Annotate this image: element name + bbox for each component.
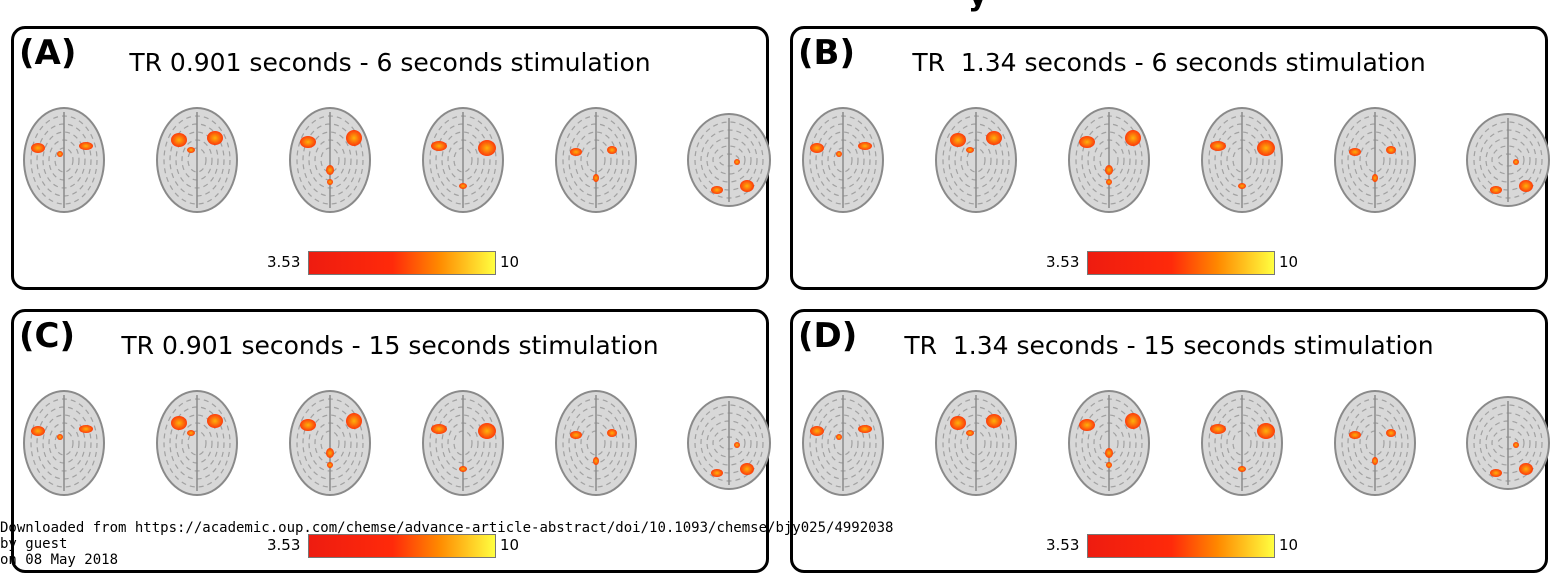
watermark-line: on 08 May 2018 xyxy=(0,552,119,568)
panel-b: (B) TR 1.34 seconds - 6 seconds stimulat… xyxy=(790,26,1551,290)
panel-title: TR 1.34 seconds - 15 seconds stimulation xyxy=(904,331,1434,360)
panel-title: TR 1.34 seconds - 6 seconds stimulation xyxy=(912,48,1426,77)
colorbar-gradient xyxy=(308,534,496,558)
watermark-line: Downloaded from https://academic.oup.com… xyxy=(0,520,894,536)
colorbar: 3.53 10 xyxy=(793,249,1551,275)
colorbar-max-label: 10 xyxy=(1279,253,1299,271)
colorbar: 3.53 10 xyxy=(14,532,772,558)
brain-slice xyxy=(422,390,504,496)
header-cut-text: y xyxy=(968,0,988,13)
brain-slice xyxy=(1068,107,1150,213)
colorbar-min-label: 3.53 xyxy=(267,536,301,554)
brain-slice xyxy=(289,107,371,213)
brain-slices-row xyxy=(802,390,1550,496)
brain-slice xyxy=(1068,390,1150,496)
panel-title: TR 0.901 seconds - 15 seconds stimulatio… xyxy=(121,331,659,360)
brain-slice xyxy=(1201,390,1283,496)
brain-slice xyxy=(687,396,771,490)
panel-letter: (D) xyxy=(798,316,858,356)
colorbar-max-label: 10 xyxy=(1279,536,1299,554)
colorbar-min-label: 3.53 xyxy=(267,253,301,271)
brain-slice xyxy=(802,390,884,496)
brain-slice xyxy=(935,107,1017,213)
brain-slice xyxy=(156,107,238,213)
panel-title: TR 0.901 seconds - 6 seconds stimulation xyxy=(129,48,651,77)
colorbar-min-label: 3.53 xyxy=(1046,536,1080,554)
brain-slice xyxy=(555,390,637,496)
brain-slices-row xyxy=(23,390,771,496)
brain-slice xyxy=(1334,390,1416,496)
brain-slices-row xyxy=(802,107,1550,213)
colorbar-min-label: 3.53 xyxy=(1046,253,1080,271)
colorbar-max-label: 10 xyxy=(500,536,520,554)
brain-slice xyxy=(422,107,504,213)
brain-slice xyxy=(935,390,1017,496)
brain-slice xyxy=(23,390,105,496)
brain-slice xyxy=(555,107,637,213)
panel-letter: (B) xyxy=(798,33,855,73)
panel-letter: (C) xyxy=(19,316,76,356)
panel-letter: (A) xyxy=(19,33,77,73)
watermark-line: by guest xyxy=(0,536,68,552)
brain-slice xyxy=(156,390,238,496)
colorbar: 3.53 10 xyxy=(14,249,772,275)
colorbar: 3.53 10 xyxy=(793,532,1551,558)
download-watermark: Downloaded from https://academic.oup.com… xyxy=(0,520,893,568)
brain-slice xyxy=(23,107,105,213)
brain-slice xyxy=(687,113,771,207)
brain-slices-row xyxy=(23,107,771,213)
panel-a: (A) TR 0.901 seconds - 6 seconds stimula… xyxy=(11,26,772,290)
brain-slice xyxy=(802,107,884,213)
brain-slice xyxy=(1466,396,1550,490)
brain-slice xyxy=(1466,113,1550,207)
brain-slice xyxy=(289,390,371,496)
colorbar-max-label: 10 xyxy=(500,253,520,271)
brain-slice xyxy=(1334,107,1416,213)
colorbar-gradient xyxy=(308,251,496,275)
colorbar-gradient xyxy=(1087,534,1275,558)
colorbar-gradient xyxy=(1087,251,1275,275)
panel-c: (C) TR 0.901 seconds - 15 seconds stimul… xyxy=(11,309,772,573)
brain-slice xyxy=(1201,107,1283,213)
panel-d: (D) TR 1.34 seconds - 15 seconds stimula… xyxy=(790,309,1551,573)
